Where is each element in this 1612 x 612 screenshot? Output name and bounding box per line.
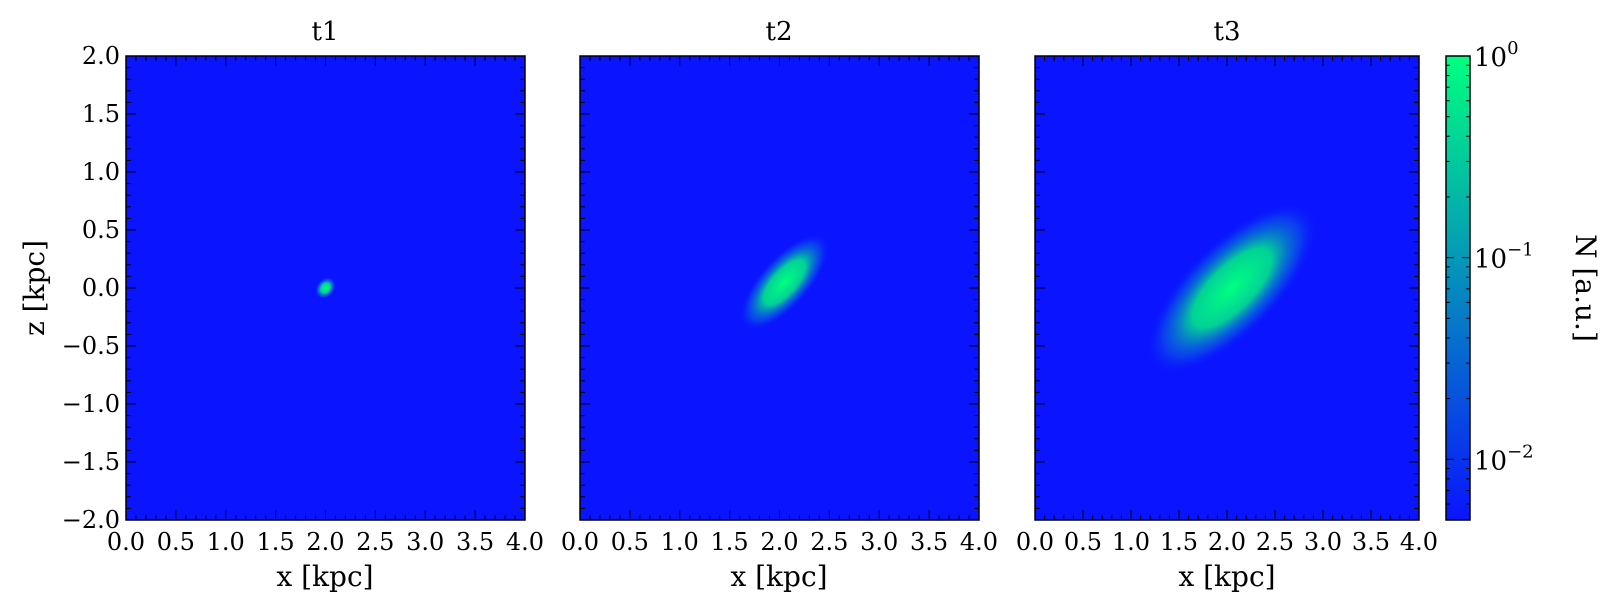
panel-title-t1: t1: [312, 17, 339, 47]
colorbar-title: N [a.u.]: [1569, 234, 1602, 342]
y-tick-label: 0.5: [82, 216, 120, 244]
x-tick-label: 2.0: [1208, 528, 1246, 556]
density-ellipse: [738, 233, 831, 332]
x-tick-labels-t1: 0.0 0.5 1.0 1.5 2.0 2.5 3.0 3.5 4.0: [107, 528, 544, 556]
colorbar-tick-label: 10−1: [1474, 240, 1534, 275]
x-tick-label: 1.0: [661, 528, 699, 556]
density-ellipse: [1145, 201, 1319, 375]
panel-t3: t3 0.0 0.5 1.0 1.5 2.0 2.5 3.0 3.5 4.0 x [kpc]: [1016, 17, 1438, 593]
panel-title-t2: t2: [766, 17, 793, 47]
x-tick-label: 2.0: [306, 528, 344, 556]
x-tick-label: 2.0: [760, 528, 798, 556]
x-tick-label: 3.5: [1352, 528, 1390, 556]
colorbar: 100 10−1 10−2 N [a.u.]: [1445, 38, 1602, 521]
density-blob-t1: [315, 277, 336, 299]
x-tick-label: 2.5: [356, 528, 394, 556]
y-tick-label: 2.0: [82, 42, 120, 70]
x-tick-label: 1.0: [1112, 528, 1150, 556]
x-tick-label: 1.0: [207, 528, 245, 556]
y-tick-label: −1.5: [62, 448, 120, 476]
panel-t2: t2 0.0 0.5 1.0 1.5 2.0 2.5 3.0 3.5 4.0 x [kpc]: [561, 17, 998, 593]
colorbar-gradient: [1445, 55, 1471, 521]
y-tick-label: 1.0: [82, 158, 120, 186]
density-blob-t3: [1145, 201, 1319, 375]
y-tick-labels-t1: 2.0 1.5 1.0 0.5 0.0 −0.5 −1.0 −1.5 −2.0: [62, 42, 120, 534]
density-blob-t2: [738, 233, 831, 332]
y-tick-label: 0.0: [82, 274, 120, 302]
y-tick-label: −0.5: [62, 332, 120, 360]
colorbar-tick-label: 100: [1474, 38, 1519, 73]
x-tick-label: 0.5: [157, 528, 195, 556]
x-tick-label: 3.5: [910, 528, 948, 556]
y-tick-label: 1.5: [82, 100, 120, 128]
x-tick-label: 4.0: [1400, 528, 1438, 556]
x-tick-label: 3.0: [406, 528, 444, 556]
x-axis-title-t3: x [kpc]: [1178, 560, 1275, 593]
x-tick-label: 4.0: [960, 528, 998, 556]
colorbar-tick-label: 10−2: [1474, 441, 1534, 476]
y-tick-label: −1.0: [62, 390, 120, 418]
panel-title-t3: t3: [1214, 17, 1241, 47]
x-tick-label: 1.5: [257, 528, 295, 556]
x-tick-label: 2.5: [1256, 528, 1294, 556]
panel-t1: t1 0.0 0.5 1.0 1.5 2.0 2.5 3.0 3.5 4.0 2.0 1.5 1.0…: [18, 17, 544, 593]
x-tick-label: 0.5: [611, 528, 649, 556]
x-tick-labels-t3: 0.0 0.5 1.0 1.5 2.0 2.5 3.0 3.5 4.0: [1016, 528, 1438, 556]
x-tick-label: 3.0: [860, 528, 898, 556]
x-tick-label: 0.5: [1064, 528, 1102, 556]
x-tick-label: 3.5: [456, 528, 494, 556]
x-axis-title-t2: x [kpc]: [730, 560, 827, 593]
tick-marks-t1: [125, 55, 526, 521]
tick-marks-t2: [579, 55, 980, 521]
x-tick-label: 1.5: [711, 528, 749, 556]
y-tick-label: −2.0: [62, 506, 120, 534]
x-tick-label: 2.5: [810, 528, 848, 556]
x-tick-label: 1.5: [1160, 528, 1198, 556]
colorbar-ticks: 100 10−1 10−2: [1446, 38, 1534, 521]
x-tick-label: 4.0: [506, 528, 544, 556]
x-tick-label: 0.0: [561, 528, 599, 556]
x-tick-label: 3.0: [1304, 528, 1342, 556]
y-axis-title-t1: z [kpc]: [18, 240, 51, 336]
tick-marks-t3: [1034, 55, 1420, 521]
density-ellipse: [315, 277, 336, 299]
x-axis-title-t1: x [kpc]: [276, 560, 373, 593]
x-tick-label: 0.0: [107, 528, 145, 556]
x-tick-label: 0.0: [1016, 528, 1054, 556]
x-tick-labels-t2: 0.0 0.5 1.0 1.5 2.0 2.5 3.0 3.5 4.0: [561, 528, 998, 556]
